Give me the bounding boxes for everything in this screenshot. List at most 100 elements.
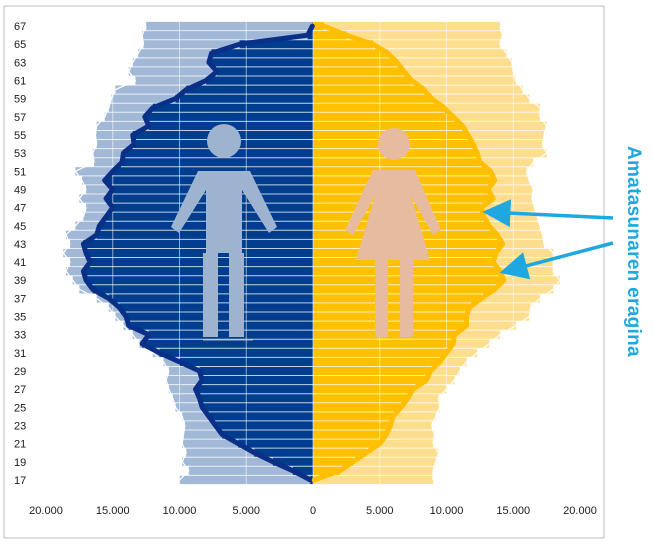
x-tick-label: 0 (310, 505, 316, 517)
bar-right-s3-age-20 (313, 448, 367, 458)
bar-right-s3-age-34 (313, 321, 467, 331)
male-leg-left (203, 253, 218, 337)
bar-left-s1-age-20 (254, 448, 313, 458)
bar-right-s2-age-62 (313, 66, 514, 76)
y-tick-label-43: 43 (14, 239, 26, 251)
figure-icons (171, 124, 441, 341)
bar-left-s1-age-21 (238, 439, 313, 449)
bar-right-s3-age-24 (313, 411, 394, 421)
profile-line-left (80, 23, 315, 483)
bar-left-s1-age-44 (96, 230, 313, 240)
annotation-arrow-lower (499, 241, 614, 280)
bar-right-s3-age-32 (313, 339, 454, 349)
bar-right-s2-age-64 (313, 48, 507, 58)
y-tick-label-57: 57 (14, 112, 26, 124)
male-torso (171, 171, 277, 253)
bar-right-s3-age-60 (313, 85, 424, 95)
bar-right-s3-age-67 (313, 21, 324, 31)
bar-left-s0-age-67 (146, 21, 313, 31)
bar-left-s1-age-22 (222, 430, 313, 440)
bar-left-s1-age-40 (83, 266, 313, 276)
bar-right-s3-age-26 (313, 393, 408, 403)
bar-left-s1-age-60 (186, 85, 313, 95)
bar-right-s3-age-36 (313, 302, 470, 312)
male-figure-icon (171, 124, 277, 341)
bar-left-s1-age-23 (215, 420, 313, 430)
profile-edge-left (62, 25, 190, 481)
bar-right-s2-age-17 (313, 475, 434, 485)
y-tick-label-37: 37 (14, 293, 26, 305)
bar-left-s1-age-28 (202, 375, 313, 385)
bar-left-s1-age-57 (144, 112, 313, 122)
annotation-label: Amatasunaren eragina (623, 145, 644, 357)
bar-left-s1-age-52 (122, 157, 313, 167)
y-tick-label-19: 19 (14, 457, 26, 469)
y-tick-label-35: 35 (14, 312, 26, 324)
x-tick-label: 15.000 (96, 505, 130, 517)
y-tick-label-17: 17 (14, 475, 26, 487)
y-tick-label-21: 21 (14, 439, 26, 451)
x-axis-tick-labels: 20.000 15.000 10.000 5.000 0 5.000 10.000 15.00… (29, 505, 597, 517)
bar-left-s1-age-24 (208, 411, 313, 421)
bar-left-s0-age-66 (142, 30, 313, 40)
bar-left-s1-age-61 (206, 76, 313, 86)
x-tick-label: 20.000 (29, 505, 63, 517)
male-leg-right (229, 253, 244, 337)
annotation-arrow-upper (482, 199, 614, 228)
bar-right-s3-age-29 (313, 366, 431, 376)
y-tick-label-41: 41 (14, 257, 26, 269)
bar-right-s3-age-25 (313, 402, 402, 412)
bar-right-s3-age-21 (313, 439, 380, 449)
bar-left-s1-age-58 (152, 103, 313, 113)
female-dress (345, 170, 441, 260)
x-tick-label: 5.000 (366, 505, 394, 517)
bar-left-s1-age-31 (159, 348, 313, 358)
bar-left-s1-age-38 (92, 284, 313, 294)
annotation-arrows (482, 199, 614, 280)
bar-left-s1-age-26 (199, 393, 313, 403)
outline-layer (62, 23, 561, 483)
bar-left-s1-age-42 (86, 248, 313, 258)
y-tick-label-45: 45 (14, 221, 26, 233)
bar-left-s0-age-65 (143, 39, 313, 49)
bar-right-s3-age-66 (313, 30, 347, 40)
y-tick-label-39: 39 (14, 275, 26, 287)
female-figure-icon (345, 128, 441, 337)
bar-left-s1-age-64 (211, 48, 313, 58)
bar-right-s2-age-66 (313, 30, 503, 40)
bar-right-s3-age-61 (313, 76, 412, 86)
female-head (378, 128, 410, 160)
x-tick-label: 10.000 (430, 505, 464, 517)
y-tick-label-55: 55 (14, 130, 26, 142)
bar-right-s3-age-57 (313, 112, 454, 122)
bar-right-s3-age-62 (313, 66, 404, 76)
bar-right-s3-age-28 (313, 375, 427, 385)
bar-right-s3-age-52 (313, 157, 480, 167)
bar-right-s3-age-35 (313, 312, 467, 322)
y-axis-tick-labels: 17 19 21 23 25 27 29 31 33 35 37 39 41 43 45 47 49 51 53 55… (14, 21, 26, 487)
male-head (207, 124, 241, 158)
y-tick-label-49: 49 (14, 184, 26, 196)
y-tick-label-29: 29 (14, 366, 26, 378)
x-tick-label: 5.000 (232, 505, 260, 517)
y-tick-label-63: 63 (14, 57, 26, 69)
bar-left-s0-age-18 (188, 466, 313, 476)
bar-right-s2-age-63 (313, 57, 512, 67)
y-tick-label-61: 61 (14, 76, 26, 88)
y-tick-label-67: 67 (14, 21, 26, 33)
bar-left-s1-age-59 (175, 94, 313, 104)
bar-right-s3-age-56 (313, 121, 463, 131)
female-leg-right (400, 260, 413, 337)
bar-left-s1-age-25 (202, 402, 313, 412)
bar-left-s1-age-62 (216, 66, 313, 76)
y-tick-label-51: 51 (14, 166, 26, 178)
bar-right-s3-age-19 (313, 457, 354, 467)
bar-right-s2-age-19 (313, 457, 436, 467)
x-tick-label: 20.000 (563, 505, 597, 517)
profile-line-right (311, 23, 507, 483)
y-tick-label-31: 31 (14, 348, 26, 360)
bar-left-s1-age-27 (195, 384, 313, 394)
bar-right-s2-age-67 (313, 21, 500, 31)
